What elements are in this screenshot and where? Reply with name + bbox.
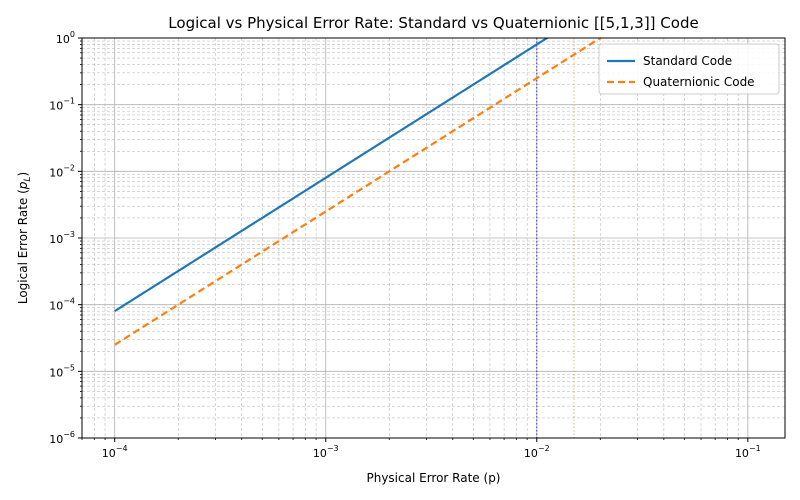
legend-label: Quaternionic Code — [643, 75, 755, 89]
legend-label: Standard Code — [643, 54, 732, 68]
y-axis-label-end: ) — [16, 172, 30, 177]
y-tick-label: 10−1 — [49, 97, 75, 113]
tick-label-base: 10 — [49, 300, 63, 313]
y-axis-label-subscript: L — [23, 177, 33, 182]
tick-label-exponent: −3 — [63, 230, 75, 239]
x-axis-label: Physical Error Rate (p) — [366, 471, 500, 485]
y-tick-label: 10−6 — [49, 430, 75, 446]
tick-label-base: 10 — [56, 33, 70, 46]
tick-label-base: 10 — [49, 366, 63, 379]
series-line — [114, 38, 603, 346]
x-tick-label: 10−3 — [313, 444, 339, 460]
tick-label-base: 10 — [102, 447, 116, 460]
tick-label-base: 10 — [49, 433, 63, 446]
tick-label-exponent: −5 — [63, 363, 75, 372]
x-tick-label: 10−2 — [524, 444, 550, 460]
y-tick-label: 100 — [56, 30, 75, 46]
tick-label-exponent: −2 — [63, 163, 75, 172]
tick-label-exponent: −6 — [63, 430, 75, 439]
legend: Standard Code Quaternionic Code — [598, 43, 780, 95]
tick-label-base: 10 — [735, 447, 749, 460]
tick-label-exponent: −3 — [327, 444, 339, 453]
y-tick-label: 10−5 — [49, 363, 75, 379]
tick-label-base: 10 — [524, 447, 538, 460]
series-line — [114, 38, 550, 313]
tick-label-exponent: 0 — [70, 30, 75, 39]
tick-label-exponent: −4 — [116, 444, 128, 453]
grid — [81, 37, 785, 439]
x-tick-label: 10−1 — [735, 444, 761, 460]
ticks: 10−4 10−3 10−2 10−110−610−510−410−310−210−1… — [49, 30, 761, 460]
y-tick-label: 10−2 — [49, 163, 75, 179]
y-axis-label-symbol: p — [16, 181, 30, 190]
y-tick-label: 10−3 — [49, 230, 75, 246]
y-axis-label-main: Logical Error Rate ( — [16, 189, 30, 304]
x-tick-label: 10−4 — [102, 444, 128, 460]
series-lines — [114, 38, 603, 346]
threshold-lines — [536, 38, 575, 438]
tick-label-base: 10 — [49, 233, 63, 246]
tick-label-base: 10 — [49, 166, 63, 179]
tick-label-exponent: −1 — [63, 97, 75, 106]
y-tick-label: 10−4 — [49, 297, 75, 313]
tick-label-exponent: −4 — [63, 297, 75, 306]
chart-title: Logical vs Physical Error Rate: Standard… — [168, 14, 698, 32]
tick-label-exponent: −1 — [749, 444, 761, 453]
tick-label-exponent: −2 — [538, 444, 550, 453]
tick-label-base: 10 — [49, 100, 63, 113]
legend-box — [598, 43, 780, 95]
y-axis-label: Logical Error Rate (pL) — [16, 172, 33, 304]
tick-label-base: 10 — [313, 447, 327, 460]
